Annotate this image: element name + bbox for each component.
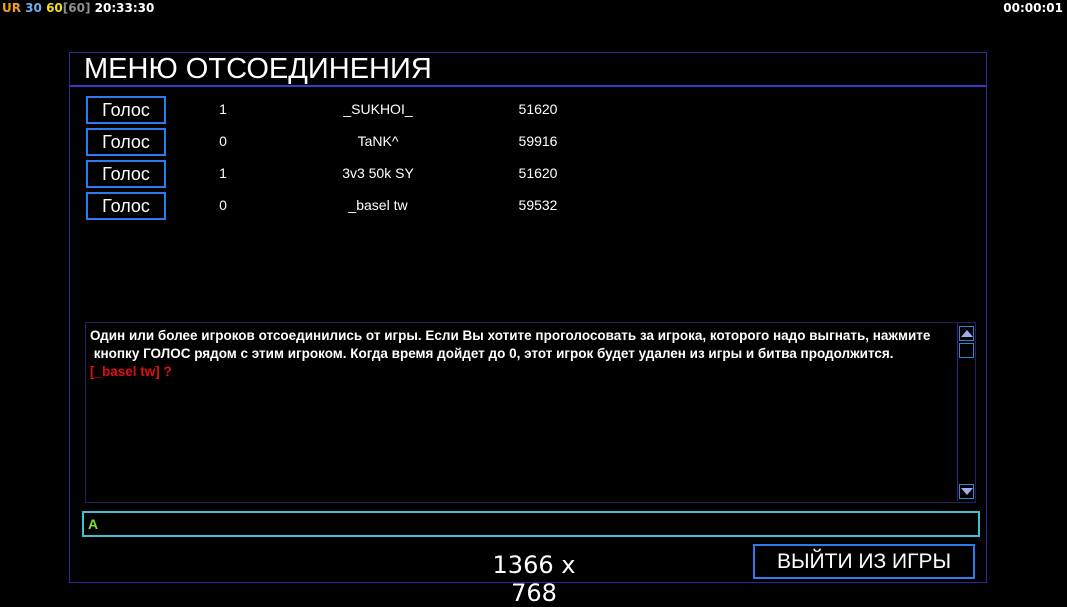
title-bar: МЕНЮ ОТСОЕДИНЕНИЯ: [70, 53, 986, 87]
message-line: Один или более игроков отсоединились от …: [90, 328, 931, 343]
vote-count: 0: [219, 197, 227, 213]
message-box: Один или более игроков отсоединились от …: [85, 322, 976, 503]
vote-button[interactable]: Голос: [86, 160, 166, 188]
vote-button[interactable]: Голос: [86, 128, 166, 156]
arrow-down-icon: [960, 488, 973, 495]
fps-target: 60: [46, 1, 63, 15]
scroll-down-button[interactable]: [959, 484, 974, 499]
message-text: Один или более игроков отсоединились от …: [90, 327, 955, 381]
player-id: 51620: [518, 165, 558, 181]
chat-input[interactable]: A: [82, 511, 980, 537]
vote-button[interactable]: Голос: [86, 96, 166, 124]
scroll-up-button[interactable]: [959, 326, 974, 341]
status-bar: UR 30 60[60] 20:33:30: [2, 1, 154, 15]
fps-cap: [60]: [62, 1, 91, 15]
elapsed-timer: 00:00:01: [1003, 1, 1063, 15]
arrow-up-icon: [960, 330, 973, 337]
vote-count: 1: [219, 101, 227, 117]
disconnect-menu: МЕНЮ ОТСОЕДИНЕНИЯ Голос 1 _SUKHOI_ 51620…: [69, 52, 987, 607]
player-name: _basel tw: [348, 197, 408, 213]
player-id: 59916: [518, 133, 558, 149]
clock: 20:33:30: [94, 1, 155, 15]
player-name: 3v3 50k SY: [342, 165, 414, 181]
player-name: TaNK^: [357, 133, 399, 149]
resolution-label: 1366 x 768: [492, 551, 576, 607]
fps-value: 30: [25, 1, 42, 15]
player-id: 51620: [518, 101, 558, 117]
vote-count: 1: [219, 165, 227, 181]
scroll-thumb[interactable]: [959, 343, 974, 358]
exit-game-button[interactable]: ВЫЙТИ ИЗ ИГРЫ: [753, 544, 975, 579]
page-title: МЕНЮ ОТСОЕДИНЕНИЯ: [84, 53, 432, 85]
message-highlight: [_basel tw] ?: [90, 364, 172, 379]
vote-count: 0: [219, 133, 227, 149]
scrollbar[interactable]: [957, 323, 975, 501]
vote-button[interactable]: Голос: [86, 192, 166, 220]
player-name: _SUKHOI_: [343, 101, 413, 117]
message-line: кнопку ГОЛОС рядом с этим игроком. Когда…: [90, 346, 894, 361]
player-id: 59532: [518, 197, 558, 213]
ur-label: UR: [2, 1, 21, 15]
